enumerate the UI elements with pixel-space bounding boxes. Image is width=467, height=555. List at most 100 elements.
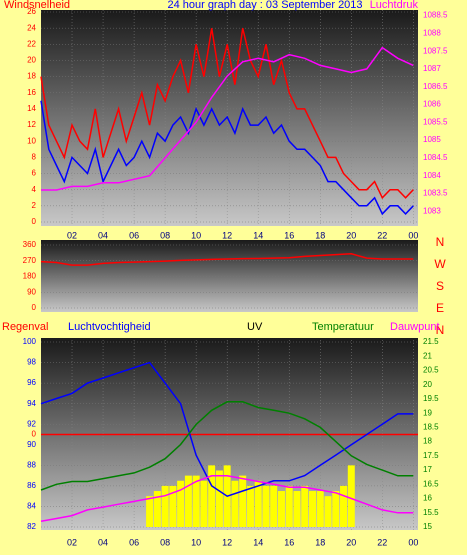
- y-tick-label: 94: [27, 399, 36, 408]
- y-tick-label: 100: [23, 337, 37, 346]
- bar: [161, 485, 169, 527]
- y-tick-label: 12: [27, 120, 36, 129]
- x-tick-label: 02: [67, 230, 77, 240]
- y-tick-label: 82: [27, 522, 36, 531]
- x-tick-label: 18: [315, 230, 325, 240]
- y2-tick-label: 1088.5: [423, 11, 448, 20]
- y-tick-label: 22: [27, 39, 36, 48]
- y-tick-label: 360: [23, 240, 37, 249]
- y-tick-label: 86: [27, 481, 36, 490]
- y-tick-label: 92: [27, 419, 36, 428]
- y-tick-label: 20: [27, 56, 36, 65]
- bar: [270, 485, 278, 527]
- y-tick-label: 90: [27, 287, 36, 296]
- x-tick-label: 00: [408, 537, 418, 547]
- x-tick-label: 14: [253, 537, 263, 547]
- x-tick-label: 10: [191, 230, 201, 240]
- y-tick-label: 98: [27, 358, 36, 367]
- y-tick-label: 84: [27, 502, 36, 511]
- y2-tick-label: 20: [423, 380, 432, 389]
- y2-tick-label: 1087: [423, 64, 441, 73]
- y-tick-label: 4: [32, 185, 37, 194]
- y-tick-label: 0: [32, 303, 37, 312]
- bar: [309, 491, 317, 527]
- x-tick-label: 04: [98, 230, 108, 240]
- bar: [262, 485, 270, 527]
- series-line: [41, 46, 414, 191]
- y-tick-label: 2: [32, 201, 37, 210]
- y2-tick-label: 17.5: [423, 451, 439, 460]
- direction-label: N: [436, 235, 445, 249]
- y2-tick-label: 15.5: [423, 508, 439, 517]
- x-tick-label: 08: [160, 230, 170, 240]
- series-line: [40, 100, 414, 216]
- y2-tick-label: 1083: [423, 206, 441, 215]
- bar: [324, 496, 332, 527]
- x-tick-label: 00: [408, 230, 418, 240]
- y2-tick-label: 1086.5: [423, 82, 448, 91]
- y-tick-label: 96: [27, 378, 36, 387]
- direction-label: E: [436, 301, 444, 315]
- y-tick-label: 16: [27, 88, 36, 97]
- bar: [254, 480, 262, 527]
- y2-tick-label: 1088: [423, 28, 441, 37]
- y2-tick-label: 17: [423, 465, 432, 474]
- x-tick-label: 18: [315, 537, 325, 547]
- x-tick-label: 12: [222, 537, 232, 547]
- x-tick-label: 16: [284, 230, 294, 240]
- bar: [200, 480, 208, 527]
- y2-tick-label: 1084: [423, 171, 441, 180]
- y2-tick-label: 16.5: [423, 479, 439, 488]
- x-tick-label: 14: [253, 230, 263, 240]
- bar: [239, 475, 247, 527]
- bar: [153, 491, 161, 527]
- bar: [316, 491, 324, 527]
- y2-tick-label: 1086: [423, 100, 441, 109]
- bar: [340, 485, 348, 527]
- bar: [246, 485, 254, 527]
- y2-tick-label: 20.5: [423, 366, 439, 375]
- series-line: [40, 253, 414, 266]
- y-tick-label: 270: [23, 256, 37, 265]
- bar: [208, 465, 216, 527]
- bar: [332, 491, 340, 527]
- y2-tick-label: 16: [423, 494, 432, 503]
- x-tick-label: 20: [346, 537, 356, 547]
- y2-tick-label: 1085.5: [423, 117, 448, 126]
- bar: [169, 485, 177, 527]
- series-line: [40, 28, 414, 200]
- direction-label: N: [436, 323, 445, 337]
- y2-tick-label: 19: [423, 408, 432, 417]
- x-tick-label: 04: [98, 537, 108, 547]
- bar: [192, 475, 200, 527]
- y2-tick-label: 1087.5: [423, 46, 448, 55]
- legend-label: Temperatuur: [312, 321, 374, 333]
- chart-title: 24 hour graph day : 03 September 2013: [167, 0, 362, 11]
- y-tick-label: 14: [27, 104, 36, 113]
- y2-tick-label: 15: [423, 522, 432, 531]
- x-tick-label: 12: [222, 230, 232, 240]
- bar: [301, 485, 309, 527]
- bar: [215, 470, 223, 527]
- legend-label: Dauwpunt: [390, 321, 440, 333]
- y-tick-label: 6: [32, 169, 37, 178]
- panel-background: [41, 10, 418, 226]
- direction-label: W: [434, 257, 446, 271]
- y2-tick-label: 1083.5: [423, 189, 448, 198]
- y-tick-label: 26: [27, 7, 36, 16]
- x-tick-label: 10: [191, 537, 201, 547]
- series-line: [40, 475, 414, 523]
- bar: [293, 491, 301, 527]
- y-tick-label: 0: [32, 217, 37, 226]
- x-tick-label: 16: [284, 537, 294, 547]
- bar: [184, 475, 192, 527]
- y-tick-label: 10: [27, 136, 36, 145]
- left-label: Windsnelheid: [4, 0, 70, 11]
- bar: [285, 485, 293, 527]
- x-tick-label: 06: [129, 537, 139, 547]
- x-tick-label: 06: [129, 230, 139, 240]
- x-tick-label: 22: [377, 537, 387, 547]
- series-line: [40, 401, 414, 491]
- y-tick-label: 24: [27, 23, 36, 32]
- legend-label: Luchtvochtigheid: [68, 321, 151, 333]
